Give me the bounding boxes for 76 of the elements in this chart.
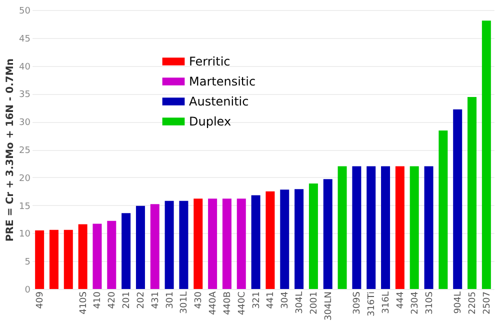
bar: [35, 230, 44, 289]
x-tick-label: 301L: [180, 292, 190, 314]
bar: [107, 220, 116, 289]
legend-label: Martensitic: [189, 74, 256, 88]
bar: [323, 179, 332, 289]
x-tick-label: 410: [93, 291, 104, 309]
x-tick-label: 316L: [382, 292, 392, 314]
bar: [122, 213, 131, 289]
bar: [338, 166, 347, 289]
bar: [236, 198, 246, 289]
legend-label: Ferritic: [189, 54, 230, 68]
bar: [179, 200, 188, 289]
x-tick-label: 2507: [482, 292, 492, 314]
x-tick-label: 420: [108, 291, 118, 309]
x-tick-label: 2205: [468, 292, 478, 314]
bar: [410, 166, 419, 289]
bar: [424, 166, 434, 289]
bar: [438, 130, 448, 289]
bar: [78, 224, 88, 289]
bar: [150, 204, 160, 289]
y-tick-label: 30: [19, 118, 31, 128]
x-tick-label: 202: [136, 292, 146, 309]
y-tick-label: 5: [24, 258, 30, 268]
y-tick-label: 25: [19, 146, 30, 156]
bar: [92, 224, 102, 289]
bar: [208, 198, 218, 289]
x-tick-label: 321: [252, 292, 262, 309]
legend-label: Austenitic: [189, 94, 249, 108]
y-axis-title: PRE = Cr + 3.3Mo + 16N - 0.7Mn: [5, 58, 16, 242]
bar: [381, 166, 390, 289]
bar: [366, 166, 376, 289]
bar: [64, 230, 73, 289]
bar: [482, 20, 491, 289]
x-tick-label: 409: [36, 291, 46, 309]
bar: [468, 97, 477, 289]
y-tick-label: 50: [19, 6, 31, 16]
x-tick-label: 301: [165, 292, 176, 309]
x-tick-label: 430: [194, 291, 204, 309]
x-tick-label: 441: [266, 292, 276, 309]
bar: [294, 189, 304, 289]
bar: [266, 191, 275, 289]
x-tick-label: 2304: [410, 291, 420, 314]
x-tick-label: 431: [150, 292, 161, 309]
x-tick-label: 444: [396, 291, 406, 309]
bar: [136, 206, 145, 289]
x-tick-label: 904L: [454, 292, 464, 314]
y-tick-label: 10: [19, 230, 31, 240]
bar: [251, 195, 260, 289]
y-tick-label: 45: [19, 34, 30, 44]
y-tick-label: 0: [24, 286, 31, 296]
bar: [280, 190, 290, 289]
x-tick-label: 304LN: [324, 292, 334, 320]
x-tick-label: 2001: [309, 292, 320, 314]
bar: [453, 109, 462, 289]
bar: [194, 198, 203, 289]
bar: [308, 184, 318, 289]
x-tick-label: 440C: [237, 292, 248, 315]
bar: [164, 200, 174, 289]
y-tick-label: 15: [19, 202, 30, 212]
x-tick-label: 304L: [295, 292, 306, 314]
x-tick-label: 310S: [424, 291, 435, 314]
x-tick-label: 304: [280, 291, 291, 309]
y-tick-label: 40: [19, 62, 31, 72]
x-tick-label: 201: [122, 292, 132, 309]
bar: [395, 166, 404, 289]
y-tick-label: 35: [19, 90, 30, 100]
bar: [352, 166, 362, 289]
bar: [49, 230, 58, 289]
bar: [222, 198, 232, 289]
y-tick-label: 20: [19, 174, 31, 184]
x-tick-label: 440A: [208, 290, 219, 315]
x-tick-label: 440B: [222, 292, 233, 315]
legend-label: Duplex: [189, 114, 232, 128]
x-tick-label: 410S: [78, 291, 89, 314]
x-tick-label: 309S: [352, 291, 363, 314]
x-tick-label: 316Ti: [367, 292, 378, 316]
